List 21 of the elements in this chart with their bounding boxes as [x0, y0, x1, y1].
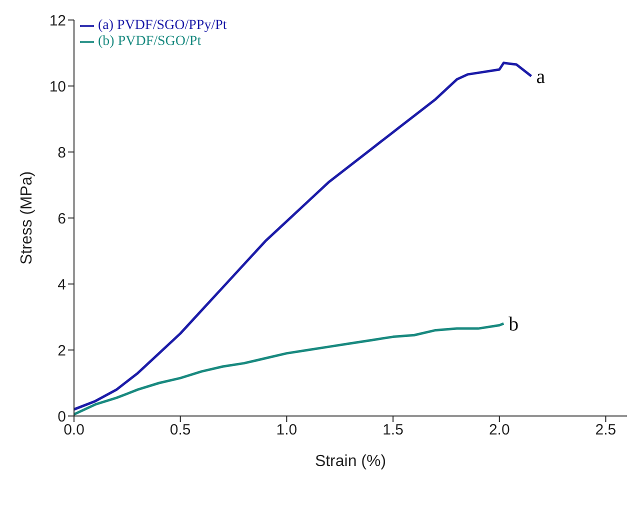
- x-tick-label: 2.5: [595, 422, 616, 439]
- line-series: [74, 322, 505, 416]
- annotation: a: [536, 66, 546, 88]
- legend-label: (a) PVDF/SGO/PPy/Pt: [98, 18, 227, 33]
- x-axis-title: Strain (%): [314, 453, 386, 470]
- x-tick-label: 0.5: [170, 422, 191, 439]
- y-tick-label: 6: [58, 210, 66, 228]
- y-tick-label: 2: [58, 342, 66, 360]
- y-axis-title: Stress (MPa): [18, 171, 36, 265]
- y-tick-label: 4: [58, 276, 66, 294]
- legend-label: (b) PVDF/SGO/Pt: [98, 34, 202, 49]
- x-tick-label: 1.0: [276, 422, 298, 439]
- x-tick-label: 0.0: [64, 422, 84, 439]
- annotation: b: [508, 314, 519, 336]
- y-tick-label: 12: [49, 12, 66, 30]
- y-tick-label: 10: [49, 78, 66, 96]
- x-tick-label: 2.0: [488, 422, 510, 439]
- y-tick-label: 8: [58, 144, 66, 162]
- y-tick-label: 0: [58, 408, 66, 426]
- line-series: [74, 62, 533, 411]
- x-tick-label: 1.5: [382, 422, 404, 439]
